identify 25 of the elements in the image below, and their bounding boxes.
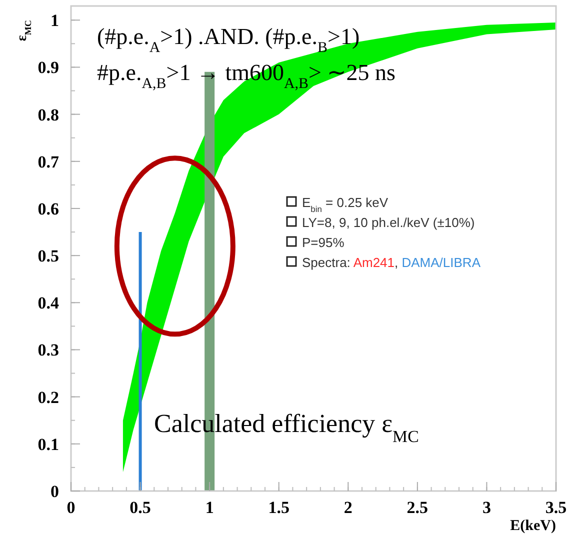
y-tick-label: 0.7 — [38, 152, 60, 172]
annotation: P=95% — [302, 235, 345, 250]
annotation: E$_{bin}$ = 0.25 keV — [302, 195, 388, 214]
x-tick-label: 0 — [66, 498, 76, 517]
x-tick-label: 1 — [205, 498, 214, 517]
x-tick-label: 0.5 — [130, 498, 151, 517]
y-tick-label: 0.6 — [38, 199, 59, 218]
y-tick-label: 0.8 — [38, 105, 59, 124]
x-tick-label: 3 — [482, 498, 491, 517]
x-tick-label: 1.5 — [268, 498, 290, 517]
y-tick-label: 0.5 — [38, 246, 59, 266]
annotation: LY=8, 9, 10 ph.el./keV (±10%) — [302, 215, 475, 230]
y-tick-label: 0.9 — [38, 58, 59, 78]
annotation: Calculated efficiency ε$_{MC}$ — [154, 409, 419, 446]
y-tick-label: 0.4 — [38, 294, 60, 313]
annotation: Spectra: Am241, DAMA/LIBRA — [302, 255, 481, 270]
y-tick-label: 1 — [50, 11, 59, 30]
y-tick-label: 0.1 — [38, 434, 59, 454]
y-tick-label: 0 — [50, 482, 59, 501]
x-axis-title: E(keV) — [510, 518, 556, 534]
y-tick-label: 0.2 — [38, 388, 59, 407]
x-tick-label: 3.5 — [545, 498, 567, 517]
x-tick-label: 2 — [344, 498, 352, 517]
y-tick-label: 0.3 — [38, 340, 59, 360]
x-tick-label: 2.5 — [406, 498, 428, 517]
